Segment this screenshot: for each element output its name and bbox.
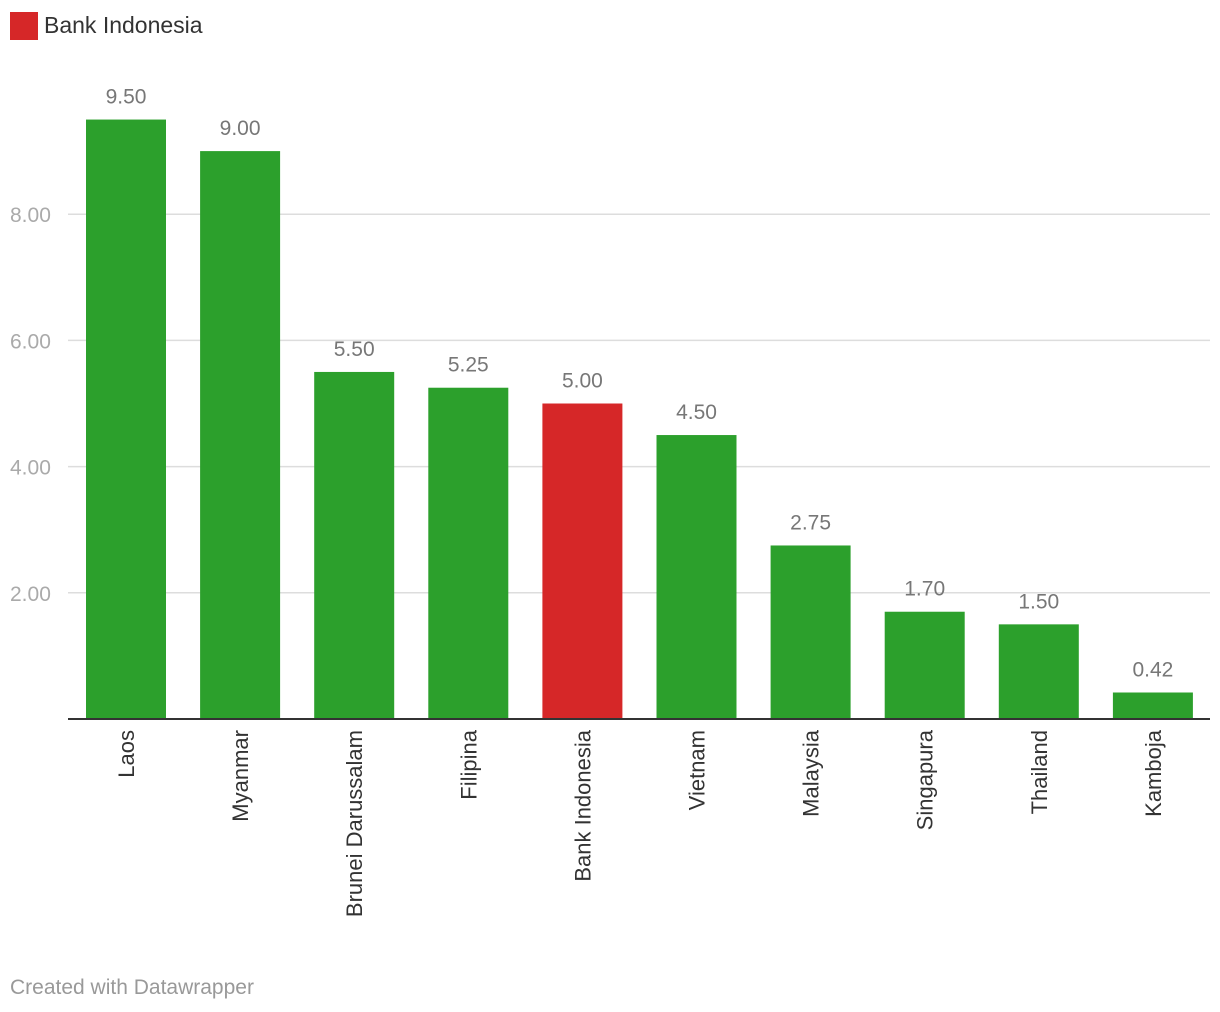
value-label: 0.42: [1132, 658, 1173, 681]
category-label: Malaysia: [799, 729, 824, 817]
value-labels: 9.50 9.00 5.50 5.25 5.00 4.50 2.75 1.70 1.50 0.42: [106, 86, 1174, 682]
category-label: Singapura: [913, 729, 938, 830]
legend-swatch: [10, 11, 38, 40]
y-tick-label: 6.00: [10, 330, 51, 353]
bar-laos: [86, 119, 166, 720]
legend: Bank Indonesia: [10, 11, 203, 40]
category-label: Brunei Darussalam: [342, 730, 367, 917]
bar-thailand: [998, 624, 1079, 719]
bar-bank-indonesia: [542, 403, 623, 719]
footer-credit: Created with Datawrapper: [10, 976, 254, 999]
bar-filipina: [428, 387, 509, 719]
value-label: 1.70: [904, 578, 945, 601]
value-label: 1.50: [1018, 590, 1059, 613]
category-labels: Laos Myanmar Brunei Darussalam Filipina Bank…: [114, 729, 1166, 917]
legend-label: Bank Indonesia: [44, 12, 203, 38]
category-label: Kamboja: [1141, 729, 1166, 817]
value-label: 9.00: [220, 117, 261, 140]
category-label: Vietnam: [685, 730, 710, 810]
value-label: 4.50: [676, 401, 717, 424]
y-tick-label: 8.00: [10, 204, 51, 227]
y-tick-label: 4.00: [10, 457, 51, 480]
value-label: 9.50: [106, 86, 147, 109]
bar-malaysia: [770, 545, 851, 719]
value-label: 5.25: [448, 354, 489, 377]
category-label: Myanmar: [228, 730, 253, 822]
bar-kamboja: [1112, 692, 1193, 719]
value-label: 5.50: [334, 338, 375, 361]
bar-brunei-darussalam: [314, 371, 395, 719]
bar-vietnam: [656, 435, 737, 719]
value-label: 5.00: [562, 370, 603, 393]
category-label: Thailand: [1027, 730, 1052, 814]
bar-myanmar: [200, 151, 281, 720]
value-label: 2.75: [790, 511, 831, 534]
bar-singapura: [884, 611, 965, 719]
category-label: Bank Indonesia: [570, 729, 595, 881]
category-label: Filipina: [456, 729, 481, 799]
y-tick-label: 2.00: [10, 583, 51, 606]
category-label: Laos: [114, 730, 139, 778]
bars: [86, 119, 1193, 720]
